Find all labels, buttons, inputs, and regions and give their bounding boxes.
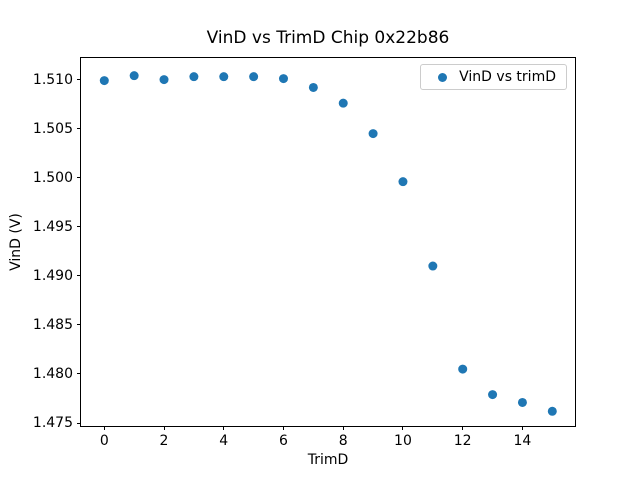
- y-tick-mark: [77, 177, 81, 179]
- legend-marker-dot-icon: [438, 72, 448, 82]
- x-tick-label: 10: [394, 433, 412, 449]
- data-point: [278, 74, 288, 84]
- data-point: [428, 261, 438, 271]
- y-tick-label: 1.500: [32, 169, 73, 186]
- x-tick-mark: [103, 426, 105, 430]
- y-tick-label: 1.475: [32, 415, 73, 432]
- y-tick-mark: [77, 324, 81, 326]
- y-tick-mark: [77, 128, 81, 130]
- y-tick-label: 1.505: [32, 120, 73, 137]
- x-tick-label: 2: [159, 433, 169, 449]
- x-tick-mark: [223, 426, 225, 430]
- x-tick-mark: [342, 426, 344, 430]
- x-tick-mark: [462, 426, 464, 430]
- x-tick-mark: [163, 426, 165, 430]
- data-point: [219, 72, 229, 82]
- y-tick-label: 1.485: [32, 316, 73, 333]
- data-point: [308, 82, 318, 92]
- data-point: [458, 364, 468, 374]
- data-point: [99, 76, 109, 86]
- x-tick-label: 0: [99, 433, 109, 449]
- data-point: [189, 72, 199, 82]
- y-tick-label: 1.510: [32, 71, 73, 88]
- x-tick-label: 8: [338, 433, 348, 449]
- x-tick-label: 6: [279, 433, 288, 449]
- x-axis-label: TrimD: [307, 452, 349, 468]
- x-tick-mark: [282, 426, 284, 430]
- y-tick-label: 1.480: [32, 365, 73, 382]
- data-point: [488, 390, 498, 400]
- y-tick-label: 1.495: [32, 218, 73, 235]
- x-tick-label: 4: [219, 433, 229, 449]
- y-tick-label: 1.490: [32, 267, 73, 284]
- legend: VinD vs trimD: [420, 64, 567, 90]
- data-point: [338, 98, 348, 108]
- x-tick-label: 14: [513, 433, 532, 449]
- scatter-canvas: [99, 71, 557, 416]
- x-tick-label: 12: [453, 433, 472, 449]
- y-tick-mark: [77, 422, 81, 424]
- data-point: [368, 129, 378, 139]
- y-tick-mark: [77, 373, 81, 375]
- y-tick-mark: [77, 226, 81, 228]
- plot-area: VinD vs trimD 0 2 4 6 8 10 12 14 1.475 1.480 1.485…: [33, 57, 576, 449]
- data-point: [517, 397, 527, 407]
- x-tick-mark: [402, 426, 404, 430]
- data-point: [398, 177, 408, 187]
- data-point: [547, 406, 557, 416]
- data-point: [249, 72, 259, 82]
- chart-title: VinD vs TrimD Chip 0x22b86: [206, 28, 450, 48]
- y-tick-mark: [77, 79, 81, 81]
- y-axis-label: VinD (V): [8, 213, 24, 271]
- y-tick-mark: [77, 275, 81, 277]
- data-point: [129, 71, 139, 81]
- legend-label: VinD vs trimD: [459, 69, 556, 85]
- data-point: [159, 75, 169, 85]
- x-tick-mark: [521, 426, 523, 430]
